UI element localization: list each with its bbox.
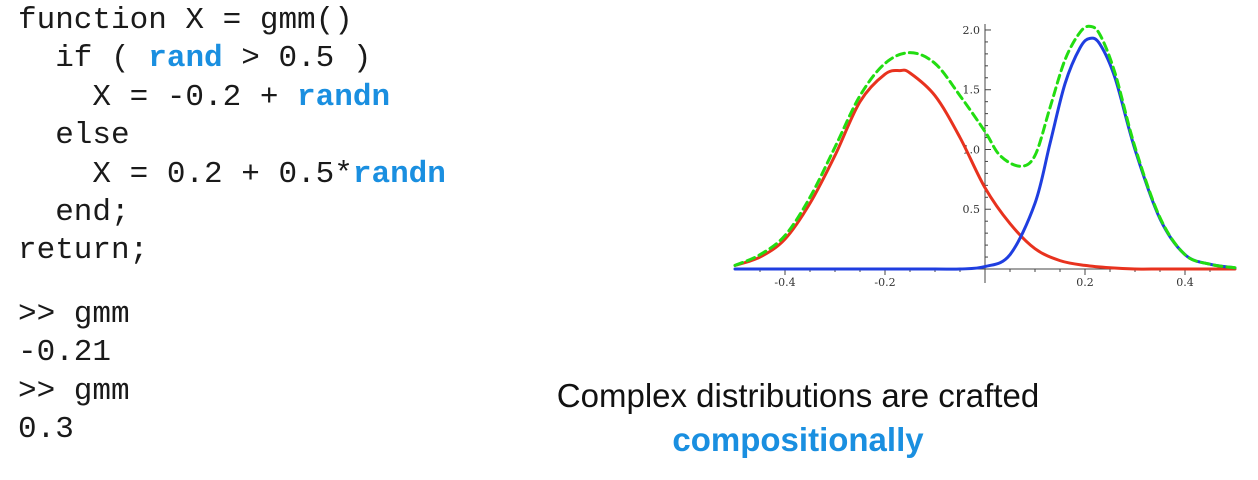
spacer [18, 271, 446, 296]
code-text: else [18, 118, 130, 154]
code-text: if ( [18, 41, 149, 77]
code-line: else [18, 117, 446, 155]
green-mixture-curve [733, 24, 1237, 270]
code-keyword: rand [148, 41, 223, 77]
y-tick-label: 2.0 [963, 24, 981, 37]
code-text: > 0.5 ) [222, 41, 372, 77]
console-line: 0.3 [18, 411, 74, 447]
code-line: X = -0.2 + randn [18, 79, 446, 117]
y-tick-label: 0.5 [963, 203, 981, 216]
x-tick-label: 0.4 [1176, 276, 1194, 289]
caption: Complex distributions are crafted compos… [498, 374, 1098, 462]
code-line: function X = gmm() [18, 2, 446, 40]
y-tick-label: 1.5 [963, 84, 981, 97]
code-line: X = 0.2 + 0.5*randn [18, 156, 446, 194]
red-density-curve [733, 68, 1237, 271]
code-text: X = -0.2 + [18, 79, 298, 115]
console-line: >> gmm [18, 373, 130, 409]
console-line: >> gmm [18, 296, 130, 332]
caption-emphasis: compositionally [672, 421, 924, 458]
code-block: function X = gmm() if ( rand > 0.5 ) X =… [18, 2, 446, 449]
caption-line-1: Complex distributions are crafted [556, 377, 1040, 414]
code-text: X = 0.2 + 0.5* [18, 156, 353, 192]
code-text: return; [18, 233, 149, 269]
code-line: return; [18, 232, 446, 270]
code-text: function X = gmm() [18, 3, 353, 38]
code-keyword: randn [297, 79, 391, 115]
code-text: end; [18, 194, 130, 230]
x-tick-label: -0.2 [874, 276, 895, 289]
x-tick-label: -0.4 [774, 276, 795, 289]
x-tick-label: 0.2 [1076, 276, 1094, 289]
density-chart: -0.4 -0.2 0.2 0.40.51.01.52.0 [733, 24, 1237, 289]
console-line: -0.21 [18, 335, 112, 371]
code-line: if ( rand > 0.5 ) [18, 40, 446, 78]
code-line: end; [18, 194, 446, 232]
code-keyword: randn [352, 156, 446, 192]
